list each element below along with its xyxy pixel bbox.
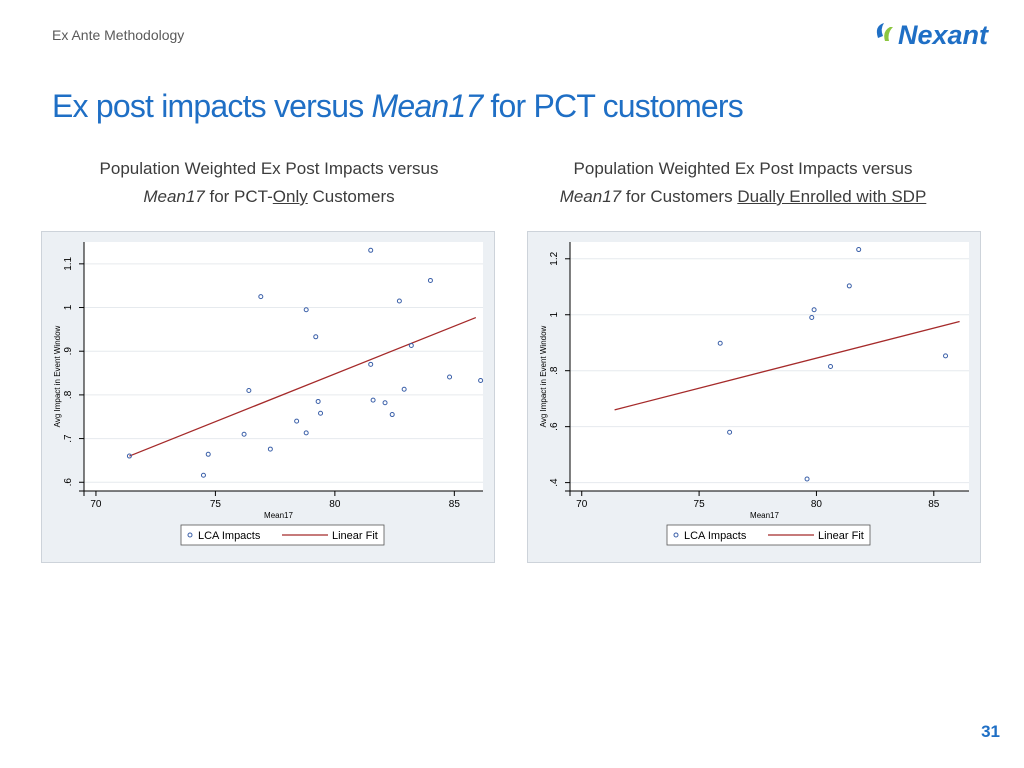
data-point-4 <box>811 307 817 313</box>
data-point-5 <box>828 364 834 369</box>
nexant-logo: Nexant <box>876 20 989 50</box>
data-point-6 <box>846 283 852 289</box>
x-tick-label-2: 80 <box>329 499 341 510</box>
x-tick-label-0: 70 <box>90 499 102 510</box>
y-tick-label-3: .9 <box>63 347 74 356</box>
left-heading-line1: Population Weighted Ex Post Impacts vers… <box>99 159 439 178</box>
right-heading-em: Mean17 <box>559 187 622 206</box>
left-scatter-chart: 70 75 80 85 .6 .7 .8 .9 1 1.1 Mean17 Avg Impact in … <box>53 242 484 546</box>
legend: LCA Impacts Linear Fit <box>180 524 385 546</box>
x-tick-label-2: 80 <box>811 499 823 510</box>
x-axis-label: Mean17 <box>264 511 293 520</box>
legend-marker-icon <box>187 532 193 538</box>
data-point-9 <box>303 430 309 436</box>
data-point-13 <box>368 247 374 253</box>
data-point-18 <box>396 298 402 304</box>
scatter-points <box>126 247 484 478</box>
axes: 70 75 80 85 .4 .6 .8 1 1.2 <box>549 242 969 510</box>
data-point-23 <box>478 377 484 383</box>
slide-title: Ex post impacts versus Mean17 for PCT cu… <box>52 88 744 125</box>
page-number: 31 <box>981 722 1000 741</box>
data-point-15 <box>370 397 376 403</box>
data-point-11 <box>315 398 321 404</box>
data-point-17 <box>389 412 395 418</box>
y-tick-label-0: .6 <box>63 478 74 487</box>
right-chart-heading: Population Weighted Ex Post Impacts vers… <box>508 155 978 211</box>
plot-area <box>84 242 483 491</box>
grid-lines <box>570 258 969 484</box>
section-label: Ex Ante Methodology <box>52 27 185 43</box>
y-tick-label-4: 1 <box>63 304 74 310</box>
title-em: Mean17 <box>371 88 484 124</box>
legend: LCA Impacts Linear Fit <box>666 524 871 546</box>
right-chart-panel: 70 75 80 85 .4 .6 .8 1 1.2 Mean17 Avg Impact in Ev… <box>527 231 981 563</box>
data-point-8 <box>303 307 309 313</box>
data-point-7 <box>856 247 862 253</box>
data-point-0 <box>126 453 132 459</box>
right-heading-underlined: Dually Enrolled with SDP <box>737 187 927 206</box>
y-tick-label-1: .7 <box>63 434 74 443</box>
left-chart-panel: 70 75 80 85 .6 .7 .8 .9 1 1.1 Mean17 Avg Impact in … <box>41 231 495 563</box>
data-point-20 <box>408 343 414 349</box>
data-point-6 <box>267 446 273 452</box>
data-point-3 <box>809 315 815 321</box>
data-point-16 <box>382 400 388 406</box>
data-point-2 <box>804 476 810 482</box>
data-point-3 <box>241 431 247 437</box>
right-scatter-chart: 70 75 80 85 .4 .6 .8 1 1.2 Mean17 Avg Impact in Ev… <box>539 242 969 546</box>
y-tick-label-1: .6 <box>549 422 560 431</box>
data-point-2 <box>205 451 211 457</box>
data-point-1 <box>200 472 206 478</box>
legend-label-points: LCA Impacts <box>684 530 747 542</box>
title-pre: Ex post impacts versus <box>52 88 372 124</box>
legend-label-fit: Linear Fit <box>818 530 864 542</box>
data-point-8 <box>943 353 949 359</box>
left-heading-em: Mean17 <box>143 187 205 206</box>
legend-marker-icon <box>673 532 679 538</box>
x-tick-label-3: 85 <box>928 499 940 510</box>
legend-label-fit: Linear Fit <box>332 530 378 542</box>
data-point-22 <box>447 374 453 380</box>
title-post: for PCT customers <box>482 88 743 124</box>
data-point-1 <box>727 429 733 435</box>
legend-label-points: LCA Impacts <box>198 530 261 542</box>
data-point-4 <box>246 388 252 394</box>
left-chart-heading: Population Weighted Ex Post Impacts vers… <box>34 155 504 211</box>
axes: 70 75 80 85 .6 .7 .8 .9 1 1.1 <box>63 242 483 510</box>
right-heading-mid: for Customers <box>621 187 738 206</box>
linear-fit-line <box>129 316 477 457</box>
y-tick-label-2: .8 <box>549 366 560 375</box>
data-point-0 <box>717 340 723 346</box>
x-tick-label-3: 85 <box>449 499 461 510</box>
y-axis-label: Avg Impact in Event Window <box>53 325 62 427</box>
left-heading-mid: for PCT- <box>204 187 273 206</box>
y-tick-label-4: 1.2 <box>549 251 560 265</box>
nexant-swoosh-icon <box>876 23 893 41</box>
plot-area <box>570 242 969 491</box>
data-point-21 <box>427 277 433 283</box>
right-heading-line1: Population Weighted Ex Post Impacts vers… <box>573 159 913 178</box>
data-point-19 <box>401 386 407 392</box>
left-heading-underlined: Only <box>272 187 308 206</box>
y-tick-label-3: 1 <box>549 312 560 318</box>
logo-text: Nexant <box>898 20 989 50</box>
data-point-14 <box>368 361 374 367</box>
x-axis-label: Mean17 <box>750 511 779 520</box>
x-tick-label-0: 70 <box>576 499 588 510</box>
y-axis-label: Avg Impact in Event Window <box>539 325 548 427</box>
left-heading-post: Customers <box>307 187 395 206</box>
linear-fit-line <box>614 320 960 411</box>
data-point-10 <box>313 334 319 340</box>
data-point-7 <box>294 418 300 424</box>
x-tick-label-1: 75 <box>694 499 706 510</box>
x-tick-label-1: 75 <box>210 499 222 510</box>
data-point-12 <box>318 410 324 416</box>
y-tick-label-5: 1.1 <box>63 256 74 270</box>
scatter-points <box>717 247 949 482</box>
y-tick-label-0: .4 <box>549 478 560 487</box>
data-point-5 <box>258 294 264 300</box>
y-tick-label-2: .8 <box>63 390 74 399</box>
